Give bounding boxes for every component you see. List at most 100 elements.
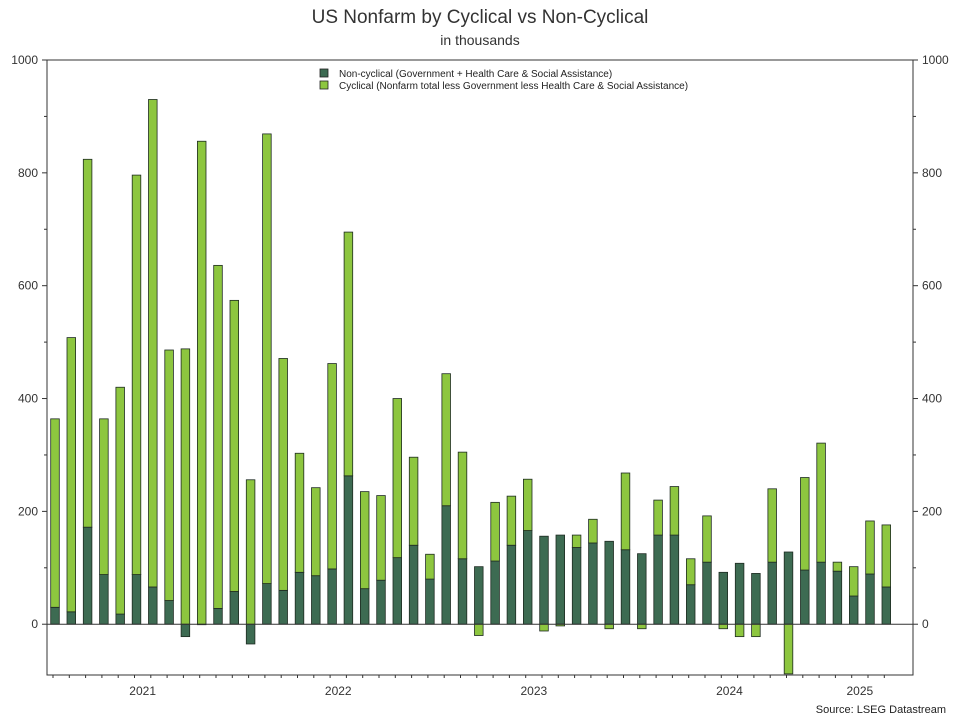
bar-non-cyclical — [457, 558, 468, 625]
bar-cyclical — [669, 486, 680, 536]
plot-border — [46, 59, 914, 676]
chart-title: US Nonfarm by Cyclical vs Non-Cyclical — [312, 7, 649, 28]
bar-cyclical — [278, 358, 288, 591]
bar-cyclical — [734, 623, 745, 638]
y-tick-label-left: 800 — [18, 166, 38, 180]
bar-cyclical — [213, 264, 223, 609]
bar-cyclical — [457, 451, 468, 560]
bar-cyclical — [376, 495, 386, 581]
x-axis: 2021 2022 2023 2024 2025 — [52, 675, 885, 698]
bar-non-cyclical — [327, 568, 337, 625]
bar-cyclical — [294, 452, 305, 573]
bar-cyclical — [865, 520, 875, 575]
bar-non-cyclical — [620, 549, 631, 625]
bar-cyclical — [311, 487, 321, 577]
x-tick-label: 2025 — [846, 684, 873, 698]
bar-non-cyclical — [278, 589, 288, 625]
bar-non-cyclical — [99, 574, 109, 625]
bar-cyclical — [115, 386, 125, 615]
bar-cyclical — [686, 558, 696, 586]
bar-cyclical — [588, 518, 598, 544]
bar-cyclical — [800, 477, 810, 571]
bar-non-cyclical — [783, 551, 794, 625]
bar-non-cyclical — [637, 553, 647, 625]
bar-non-cyclical — [245, 623, 256, 645]
bar-non-cyclical — [849, 595, 859, 625]
bar-non-cyclical — [506, 544, 517, 625]
bar-cyclical — [425, 553, 435, 580]
bar-non-cyclical — [262, 583, 272, 625]
bar-cyclical — [881, 524, 892, 588]
bar-cyclical — [408, 456, 419, 546]
bar-non-cyclical — [588, 542, 598, 625]
legend-swatch-cyclical — [319, 80, 329, 90]
bar-cyclical — [99, 418, 109, 575]
bar-non-cyclical — [702, 561, 712, 625]
bar-cyclical — [849, 566, 859, 597]
x-tick-label: 2021 — [129, 684, 156, 698]
bar-non-cyclical — [213, 608, 223, 625]
bar-non-cyclical — [66, 611, 77, 625]
bar-cyclical — [783, 623, 794, 675]
bar-non-cyclical — [800, 569, 810, 625]
bar-cyclical — [131, 174, 142, 575]
bar-cyclical — [767, 488, 777, 563]
bar-non-cyclical — [131, 574, 142, 625]
bar-cyclical — [816, 442, 826, 563]
bar-non-cyclical — [734, 562, 745, 625]
bar-cyclical — [653, 499, 663, 536]
bar-non-cyclical — [441, 505, 451, 625]
bar-cyclical — [637, 623, 647, 630]
bar-cyclical — [571, 534, 582, 548]
y-tick-label-right: 400 — [922, 392, 942, 406]
y-tick-label-right: 1000 — [922, 53, 949, 67]
y-tick-label-left: 1000 — [11, 53, 38, 67]
bar-non-cyclical — [767, 561, 777, 625]
bar-non-cyclical — [50, 606, 60, 625]
bar-non-cyclical — [392, 557, 403, 625]
y-tick-label-left: 600 — [18, 279, 38, 293]
bar-cyclical — [702, 515, 712, 563]
bar-non-cyclical — [294, 571, 305, 625]
bar-cyclical — [718, 623, 729, 630]
bar-non-cyclical — [604, 540, 614, 625]
bar-cyclical — [441, 373, 451, 507]
y-tick-label-left: 200 — [18, 504, 38, 518]
chart-subtitle: in thousands — [440, 32, 519, 48]
bar-cyclical — [50, 418, 60, 608]
bar-non-cyclical — [571, 547, 582, 625]
bar-cyclical — [82, 158, 93, 528]
bar-non-cyclical — [376, 579, 386, 625]
bar-cyclical — [620, 472, 631, 551]
bar-cyclical — [751, 623, 761, 638]
y-tick-label-left: 0 — [31, 617, 38, 631]
bar-non-cyclical — [816, 561, 826, 625]
legend: Non-cyclical (Government + Health Care &… — [319, 68, 688, 92]
bar-non-cyclical — [881, 586, 892, 625]
y-axis-left: 0 200 400 600 800 1000 — [11, 53, 47, 631]
x-tick-label: 2023 — [520, 684, 547, 698]
bar-non-cyclical — [425, 578, 435, 625]
bar-cyclical — [148, 99, 158, 588]
bar-non-cyclical — [343, 475, 354, 625]
x-tick-label: 2024 — [716, 684, 743, 698]
bar-non-cyclical — [523, 530, 533, 625]
plot-frame — [46, 59, 914, 676]
source-note: Source: LSEG Datastream — [816, 704, 946, 716]
bar-cyclical — [490, 501, 500, 562]
y-axis-right: 0 200 400 600 800 1000 — [913, 53, 949, 631]
bar-non-cyclical — [474, 566, 484, 625]
bar-non-cyclical — [311, 575, 321, 625]
bar-cyclical — [66, 337, 77, 613]
y-tick-label-left: 400 — [18, 392, 38, 406]
bar-non-cyclical — [865, 573, 875, 625]
bar-non-cyclical — [82, 526, 93, 625]
bar-cyclical — [196, 140, 207, 625]
bar-cyclical — [262, 133, 272, 584]
y-tick-label-right: 0 — [922, 617, 929, 631]
legend-label-cyclical: Cyclical (Nonfarm total less Government … — [339, 81, 688, 92]
bar-non-cyclical — [180, 623, 191, 638]
bar-non-cyclical — [555, 534, 566, 625]
bar-cyclical — [523, 478, 533, 531]
